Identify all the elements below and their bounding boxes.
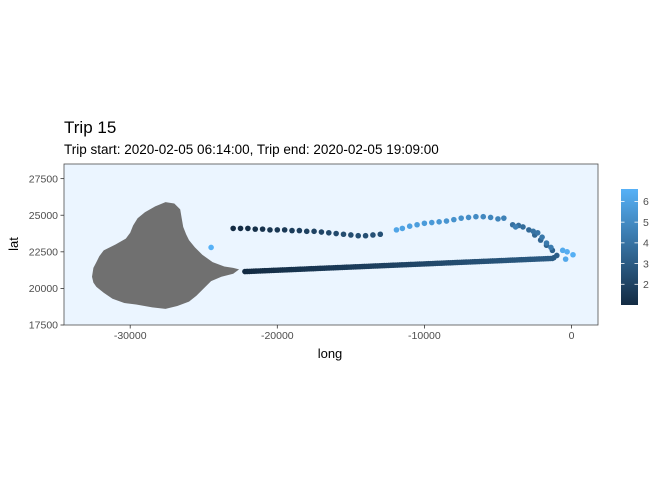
data-point (303, 228, 310, 235)
data-point (348, 232, 354, 238)
x-axis: -30000 -20000 -10000 0 (114, 325, 575, 342)
chart-subtitle: Trip start: 2020-02-05 06:14:00, Trip en… (64, 142, 439, 157)
legend-tick-label: 6 (643, 196, 649, 208)
y-tick-label: 22500 (29, 247, 58, 259)
data-point (554, 252, 560, 259)
legend-tick-label: 2 (643, 279, 649, 291)
data-point (570, 251, 576, 258)
data-point (520, 224, 526, 230)
data-point (252, 226, 259, 232)
island-land (92, 202, 240, 309)
legend-tick-label: 5 (643, 217, 649, 229)
data-point (318, 229, 325, 235)
legend-tick-label: 3 (643, 258, 649, 270)
data-point (526, 227, 532, 233)
data-point (487, 214, 494, 221)
data-point (530, 228, 537, 235)
data-point (480, 213, 487, 220)
data-point (370, 232, 376, 238)
data-point (473, 213, 479, 220)
y-tick-label: 17500 (29, 320, 58, 332)
data-point (406, 223, 413, 230)
data-point (362, 232, 369, 239)
data-point (539, 234, 545, 240)
x-tick-label: -10000 (408, 330, 441, 342)
data-point (281, 227, 288, 233)
data-point (465, 214, 472, 221)
data-point (458, 215, 464, 221)
y-tick-label: 25000 (29, 210, 58, 222)
land-layer (92, 202, 240, 309)
points-layer (208, 213, 576, 275)
data-point (377, 231, 384, 238)
data-point (296, 227, 303, 234)
data-point (230, 225, 236, 232)
data-point (501, 215, 507, 221)
data-point (512, 224, 519, 230)
data-point (564, 249, 570, 255)
data-point (399, 225, 406, 232)
data-point (436, 219, 442, 225)
color-legend: 2 3 4 5 6 (621, 189, 649, 305)
data-point (355, 232, 362, 239)
data-point (208, 244, 214, 251)
data-point (311, 228, 317, 235)
y-tick-label: 20000 (29, 283, 58, 295)
data-point (451, 216, 457, 223)
x-tick-label: -20000 (261, 330, 294, 342)
legend-colorbar (621, 189, 638, 305)
x-axis-title: long (318, 346, 343, 361)
data-point (259, 226, 266, 232)
x-tick-label: 0 (569, 330, 575, 342)
data-point (393, 227, 400, 233)
data-point (443, 218, 450, 224)
data-point (559, 247, 566, 254)
data-point (274, 227, 281, 233)
y-axis: 17500 20000 22500 25000 27500 (29, 173, 64, 332)
data-point (543, 240, 550, 246)
data-point (267, 227, 273, 233)
data-point (421, 220, 428, 227)
x-tick-label: -30000 (114, 330, 147, 342)
data-point (534, 229, 541, 236)
y-axis-title: lat (6, 237, 21, 251)
data-point (495, 216, 501, 222)
data-point (414, 221, 420, 228)
data-point (289, 227, 295, 234)
legend-ticks: 2 3 4 5 6 (621, 196, 649, 291)
chart-title: Trip 15 (64, 118, 116, 137)
legend-tick-label: 4 (643, 238, 649, 250)
data-point (562, 256, 569, 262)
data-point (237, 225, 244, 232)
panel-border (63, 163, 599, 326)
data-point (340, 231, 347, 238)
data-point (245, 225, 251, 232)
data-point (333, 230, 339, 237)
data-point (325, 229, 332, 236)
data-point (428, 219, 435, 226)
y-tick-label: 27500 (29, 173, 58, 185)
data-point (548, 244, 554, 251)
